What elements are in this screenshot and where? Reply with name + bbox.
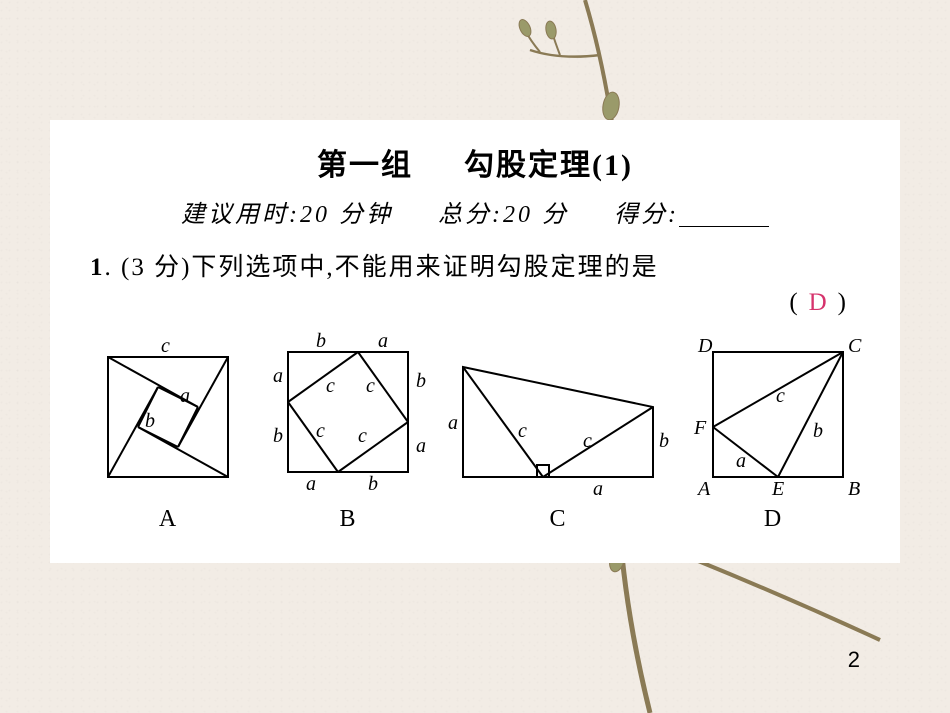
fig-d-D: D: [697, 335, 713, 357]
figure-c-svg: a b a c c: [443, 337, 673, 497]
info-row: 建议用时:20 分钟 总分:20 分 得分:: [80, 194, 870, 229]
title-subnum: (1): [592, 149, 633, 182]
question-text: 下列选项中,不能用来证明勾股定理的是: [191, 254, 658, 281]
score-label: 得分: [614, 202, 668, 228]
fig-d-c: c: [776, 385, 785, 407]
page-number: 2: [848, 647, 860, 673]
figure-a-svg: c a b: [83, 327, 253, 497]
fig-c-a1: a: [448, 412, 458, 434]
figure-b-label: B: [258, 506, 438, 533]
fig-d-a: a: [736, 450, 746, 472]
title-group: 第一组: [317, 149, 413, 182]
fig-b-a4: a: [273, 365, 283, 387]
fig-b-c1: c: [326, 375, 335, 397]
figure-c-label: C: [443, 506, 673, 533]
figure-b: b a b a b a b a c c c c B: [258, 327, 438, 533]
figure-d-label: D: [678, 506, 868, 533]
title-row: 第一组 勾股定理(1): [80, 140, 870, 184]
fig-b-c4: c: [358, 425, 367, 447]
time-value: 20 分钟: [300, 202, 393, 228]
fig-b-a3: a: [306, 473, 316, 495]
fig-a-label-a: a: [180, 385, 190, 407]
fig-d-b: b: [813, 420, 823, 442]
time-label: 建议用时: [181, 202, 289, 228]
figures-row: c a b A b a b a b a: [80, 327, 870, 533]
fig-b-b3: b: [368, 473, 378, 495]
fig-c-c2: c: [583, 430, 592, 452]
fig-b-a1: a: [378, 330, 388, 352]
fig-b-b2: b: [416, 370, 426, 392]
title-topic: 勾股定理: [464, 149, 592, 182]
content-panel: 第一组 勾股定理(1) 建议用时:20 分钟 总分:20 分 得分: 1. (3…: [50, 120, 900, 563]
total-value: 20 分: [503, 202, 569, 228]
fig-b-b4: b: [273, 425, 283, 447]
fig-d-A: A: [696, 478, 711, 497]
fig-d-C: C: [848, 335, 862, 357]
total-label: 总分: [438, 202, 492, 228]
fig-c-a2: a: [593, 478, 603, 497]
figure-b-svg: b a b a b a b a c c c c: [258, 327, 438, 497]
figure-d: D C F A E B c b a D: [678, 327, 868, 533]
fig-b-c3: c: [316, 420, 325, 442]
fig-c-b: b: [659, 430, 669, 452]
question-points: (3 分): [121, 254, 191, 281]
answer-letter: D: [798, 289, 838, 317]
figure-a: c a b A: [83, 327, 253, 533]
fig-b-b1: b: [316, 330, 326, 352]
fig-d-B: B: [848, 478, 860, 497]
fig-a-label-c: c: [161, 335, 170, 357]
fig-c-c1: c: [518, 420, 527, 442]
answer-row: (D): [80, 289, 870, 317]
figure-c: a b a c c C: [443, 337, 673, 533]
figure-d-svg: D C F A E B c b a: [678, 327, 868, 497]
question-text-row: 1. (3 分)下列选项中,不能用来证明勾股定理的是: [80, 247, 870, 283]
fig-a-label-b: b: [145, 410, 155, 432]
figure-a-label: A: [83, 506, 253, 533]
score-blank: [679, 226, 769, 227]
fig-b-a2: a: [416, 435, 426, 457]
fig-d-F: F: [693, 417, 707, 439]
fig-d-E: E: [771, 478, 784, 497]
fig-b-c2: c: [366, 375, 375, 397]
question-number: 1: [90, 254, 105, 281]
